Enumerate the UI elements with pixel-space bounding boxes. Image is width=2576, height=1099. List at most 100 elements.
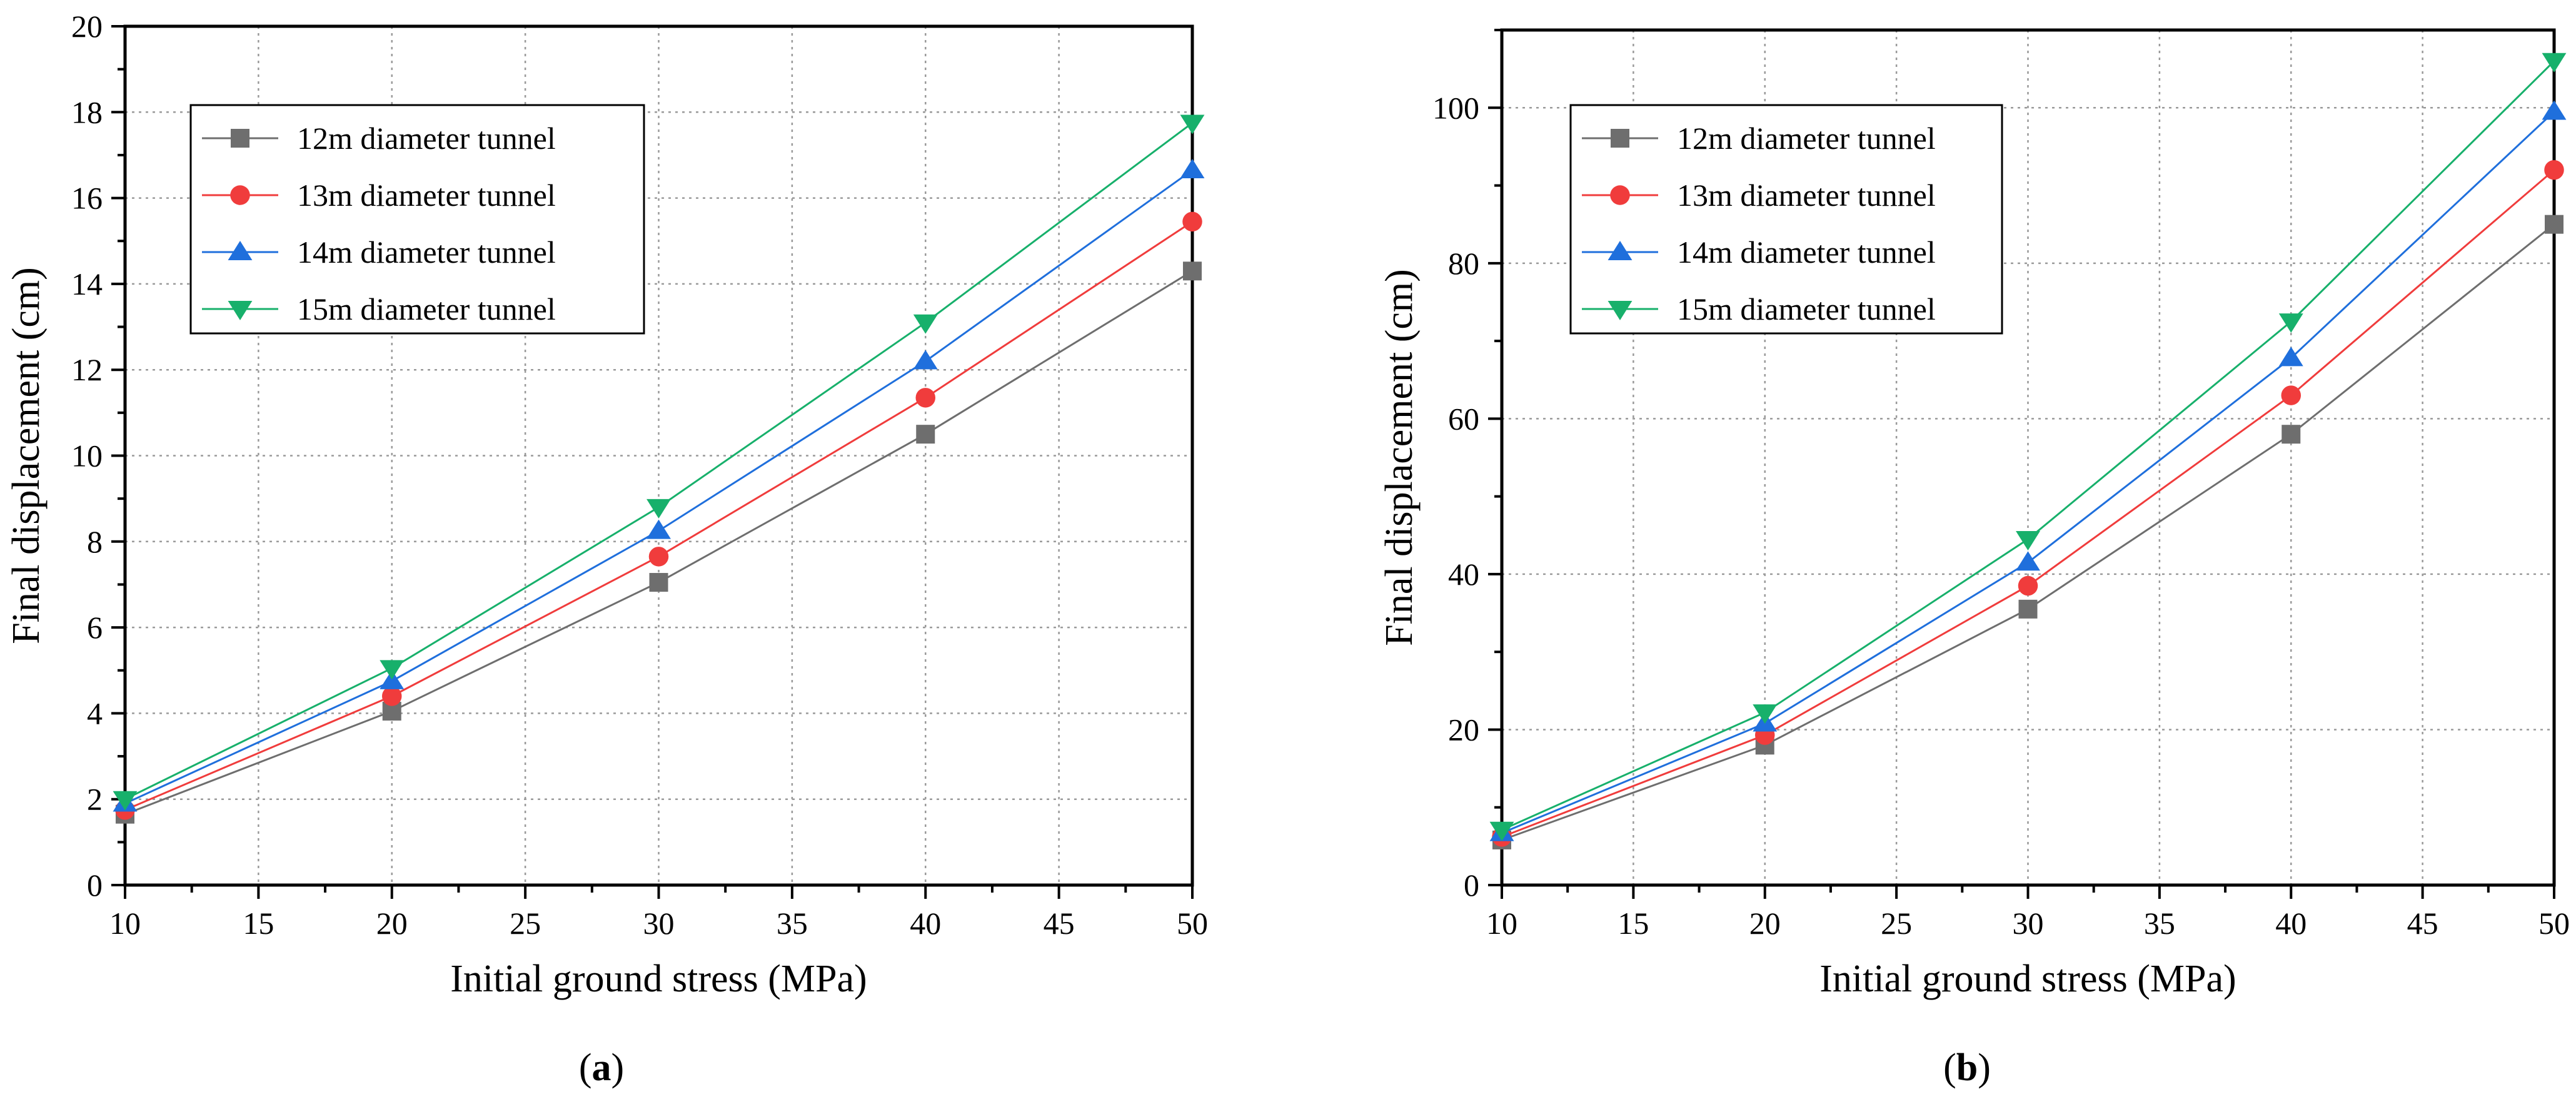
y-axis-title: Final displacement (cm) (1378, 269, 1421, 646)
x-tick-label: 30 (643, 906, 675, 941)
data-point-triangle-up (2278, 347, 2303, 367)
legend-marker-triangle-down (228, 301, 253, 320)
data-point-triangle-down (1753, 704, 1778, 724)
data-point-triangle-down (2542, 53, 2567, 73)
legend-label: 12m diameter tunnel (1677, 121, 1936, 156)
x-tick-label: 30 (2013, 906, 2044, 941)
legend-marker-circle (1610, 185, 1630, 205)
data-point-triangle-up (2016, 551, 2040, 571)
x-tick-label: 20 (1749, 906, 1781, 941)
y-tick-label: 6 (87, 610, 103, 645)
data-point-square (1183, 261, 1202, 281)
data-point-triangle-up (380, 669, 405, 689)
x-tick-label: 25 (510, 906, 541, 941)
legend-label: 14m diameter tunnel (297, 235, 556, 270)
data-point-triangle-down (913, 314, 938, 334)
x-tick-label: 40 (2275, 906, 2307, 941)
legend: 12m diameter tunnel 13m diameter tunnel 14… (1569, 104, 2003, 335)
legend-label: 14m diameter tunnel (1677, 235, 1936, 270)
x-tick-label: 35 (777, 906, 808, 941)
data-point-circle (2018, 575, 2038, 596)
chart-panel-b: 10 15 20 25 30 35 40 45 50 0 20 40 60 80 100 Initial gr… (1378, 28, 2570, 1089)
data-point-circle (1182, 211, 1202, 232)
y-tick-label: 40 (1448, 557, 1479, 592)
caption-letter: b (1956, 1046, 1978, 1089)
data-point-triangle-up (2542, 100, 2567, 120)
data-point-triangle-up (1180, 158, 1205, 178)
data-point-circle (2544, 160, 2564, 180)
data-point-square (649, 573, 668, 592)
data-point-triangle-up (647, 519, 671, 539)
legend-box (1569, 104, 2003, 335)
y-tick-label: 10 (71, 438, 103, 474)
legend-marker-triangle-up (228, 241, 253, 260)
data-point-triangle-down (1489, 821, 1514, 841)
x-tick-label: 15 (1618, 906, 1649, 941)
chart-panel-a: 10 15 20 25 30 35 40 45 50 0 2 4 6 8 10 12 14 16 18 20 Initi… (5, 9, 1208, 1089)
y-axis-title: Final displacement (cm) (5, 267, 48, 644)
y-tick-label: 80 (1448, 246, 1479, 281)
y-tick-label: 60 (1448, 401, 1479, 436)
data-point-triangle-down (1180, 114, 1205, 134)
x-tick-label: 10 (109, 906, 141, 941)
x-tick-label: 45 (2407, 906, 2438, 941)
legend-marker-square (231, 129, 249, 148)
x-tick-label: 50 (2538, 906, 2570, 941)
x-tick-label: 45 (1044, 906, 1075, 941)
data-point-square (2018, 599, 2038, 619)
legend-label: 12m diameter tunnel (297, 121, 556, 156)
caption-close: ) (1978, 1046, 1991, 1089)
legend: 12m diameter tunnel 13m diameter tunnel 14… (189, 104, 645, 335)
legend-label: 15m diameter tunnel (1677, 291, 1936, 327)
legend-label: 13m diameter tunnel (1677, 178, 1936, 213)
data-point-circle (2281, 385, 2301, 405)
x-axis-title: Initial ground stress (MPa) (1819, 958, 2236, 1000)
legend-box (189, 104, 645, 335)
y-tick-label: 14 (71, 266, 103, 301)
x-tick-label: 50 (1177, 906, 1208, 941)
y-tick-label: 0 (87, 868, 103, 903)
legend-marker-circle (230, 185, 250, 205)
y-tick-label: 2 (87, 782, 103, 817)
x-tick-label: 10 (1486, 906, 1517, 941)
data-point-triangle-down (380, 660, 405, 680)
data-point-circle (382, 686, 402, 706)
data-point-triangle-down (647, 499, 671, 519)
y-tick-label: 4 (87, 696, 103, 731)
y-tick-label: 12 (71, 352, 103, 387)
y-tick-label: 16 (71, 181, 103, 216)
panel-caption: (a) (579, 1046, 624, 1089)
y-tick-label: 100 (1432, 90, 1479, 125)
data-point-circle (648, 547, 669, 567)
data-point-triangle-down (2278, 313, 2303, 333)
legend-label: 13m diameter tunnel (297, 178, 556, 213)
data-point-square (2545, 215, 2563, 234)
caption-open: ( (579, 1046, 592, 1089)
x-tick-label: 35 (2144, 906, 2175, 941)
caption-open: ( (1943, 1046, 1956, 1089)
data-point-square (916, 425, 935, 444)
caption-close: ) (611, 1046, 625, 1089)
x-tick-label: 40 (910, 906, 941, 941)
legend-marker-square (1611, 129, 1629, 148)
y-tick-label: 20 (1448, 712, 1479, 747)
y-tick-label: 20 (71, 9, 103, 44)
x-tick-label: 20 (376, 906, 408, 941)
x-axis-title: Initial ground stress (MPa) (450, 958, 867, 1000)
caption-letter: a (592, 1046, 611, 1089)
data-point-triangle-up (913, 350, 938, 370)
data-point-circle (915, 388, 935, 408)
x-tick-label: 15 (243, 906, 274, 941)
y-tick-label: 0 (1464, 868, 1479, 903)
data-point-triangle-down (113, 791, 138, 811)
y-tick-label: 18 (71, 94, 103, 129)
data-point-triangle-down (2016, 531, 2040, 550)
x-tick-label: 25 (1881, 906, 1912, 941)
panel-caption: (b) (1943, 1046, 1991, 1089)
y-tick-label: 8 (87, 524, 103, 559)
legend-marker-triangle-up (1607, 241, 1633, 260)
legend-marker-triangle-down (1607, 301, 1633, 320)
legend-label: 15m diameter tunnel (297, 291, 556, 327)
data-point-square (2282, 425, 2301, 444)
